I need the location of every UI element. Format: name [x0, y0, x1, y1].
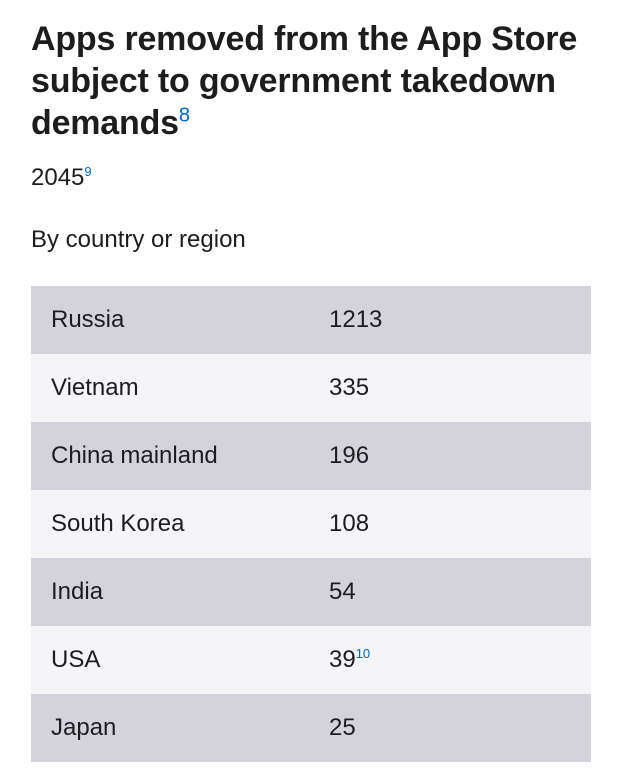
count-value: 39 [329, 646, 356, 673]
count-cell: 335 [311, 374, 591, 402]
country-cell: South Korea [51, 510, 185, 537]
country-cell: Vietnam [51, 374, 139, 401]
table-row: Japan 25 [31, 694, 591, 762]
country-cell: USA [51, 646, 101, 673]
count-cell: 54 [311, 578, 591, 606]
page-title: Apps removed from the App Store subject … [31, 18, 591, 144]
breakdown-label: By country or region [31, 226, 246, 253]
count-value: 108 [329, 510, 370, 537]
count-cell: 3910 [311, 646, 591, 674]
title-footnote-link[interactable]: 8 [178, 104, 190, 127]
count-cell: 196 [311, 442, 591, 470]
count-value: 196 [329, 442, 370, 469]
total-count: 20459 [31, 162, 92, 194]
total-count-value: 2045 [31, 164, 85, 191]
table-row: China mainland 196 [31, 422, 591, 490]
count-cell: 1213 [311, 306, 591, 334]
table-row: Vietnam 335 [31, 354, 591, 422]
page-title-text: Apps removed from the App Store subject … [31, 20, 578, 142]
count-value: 25 [329, 714, 356, 741]
count-footnote-link[interactable]: 10 [355, 646, 371, 661]
count-value: 54 [329, 578, 356, 605]
table-row: India 54 [31, 558, 591, 626]
count-value: 335 [329, 374, 370, 401]
count-cell: 108 [311, 510, 591, 538]
count-value: 1213 [329, 306, 383, 333]
country-table: Russia 1213 Vietnam 335 China mainland 1… [31, 286, 591, 762]
total-footnote-link[interactable]: 9 [84, 164, 92, 179]
table-row: South Korea 108 [31, 490, 591, 558]
country-cell: India [51, 578, 104, 605]
count-cell: 25 [311, 714, 591, 742]
table-row: USA 3910 [31, 626, 591, 694]
country-cell: China mainland [51, 442, 218, 469]
country-cell: Russia [51, 306, 125, 333]
table-row: Russia 1213 [31, 286, 591, 354]
country-cell: Japan [51, 714, 117, 741]
